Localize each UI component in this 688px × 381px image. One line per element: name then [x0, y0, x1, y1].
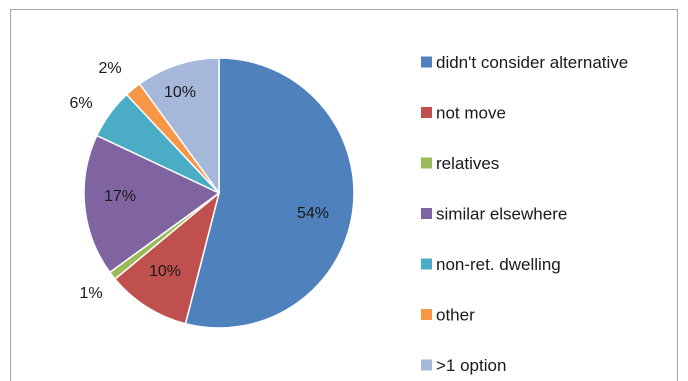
legend-label: non-ret. dwelling	[436, 255, 561, 274]
legend-label: not move	[436, 104, 506, 123]
legend-label: similar elsewhere	[436, 205, 567, 224]
legend-swatch	[421, 56, 432, 68]
data-label-didn-t-consider-alternative: 54%	[297, 205, 329, 222]
data-label-similar-elsewhere: 17%	[104, 188, 136, 205]
legend-swatch	[421, 208, 432, 219]
legend-swatch	[421, 258, 432, 270]
legend-item-other: other	[421, 306, 475, 325]
pie-slice-didn-t-consider-alternative	[184, 57, 355, 329]
legend-swatch	[421, 359, 432, 371]
data-label-relatives: 1%	[79, 285, 102, 302]
legend-item-not-move: not move	[421, 104, 506, 123]
data-label-1-option: 10%	[164, 84, 196, 101]
legend-swatch	[421, 157, 432, 169]
legend-label: >1 option	[436, 356, 506, 375]
pie-slice-1-option	[138, 57, 220, 196]
legend-label: other	[436, 306, 475, 325]
legend-label: didn't consider alternative	[436, 53, 628, 72]
chart-legend: didn't consider alternative not move relat…	[421, 53, 628, 375]
legend-swatch	[421, 107, 432, 118]
legend-item-non-ret-dwelling: non-ret. dwelling	[421, 255, 561, 274]
pie-slice-similar-elsewhere	[83, 134, 221, 274]
data-label-not-move: 10%	[149, 263, 181, 280]
legend-label: relatives	[436, 154, 499, 173]
legend-item-similar-elsewhere: similar elsewhere	[421, 205, 567, 224]
data-label-non-ret-dwelling: 6%	[69, 95, 92, 112]
pie-data-labels: 54% 10% 1% 17% 6% 2% 10%	[69, 60, 329, 302]
legend-item-didn-t-consider-alternative: didn't consider alternative	[421, 53, 628, 72]
legend-swatch	[421, 309, 432, 320]
pie-slices	[83, 57, 355, 329]
legend-item-1-option: >1 option	[421, 356, 506, 375]
legend-item-relatives: relatives	[421, 154, 499, 173]
data-label-other: 2%	[98, 60, 121, 77]
pie-slice-not-move	[113, 190, 221, 325]
